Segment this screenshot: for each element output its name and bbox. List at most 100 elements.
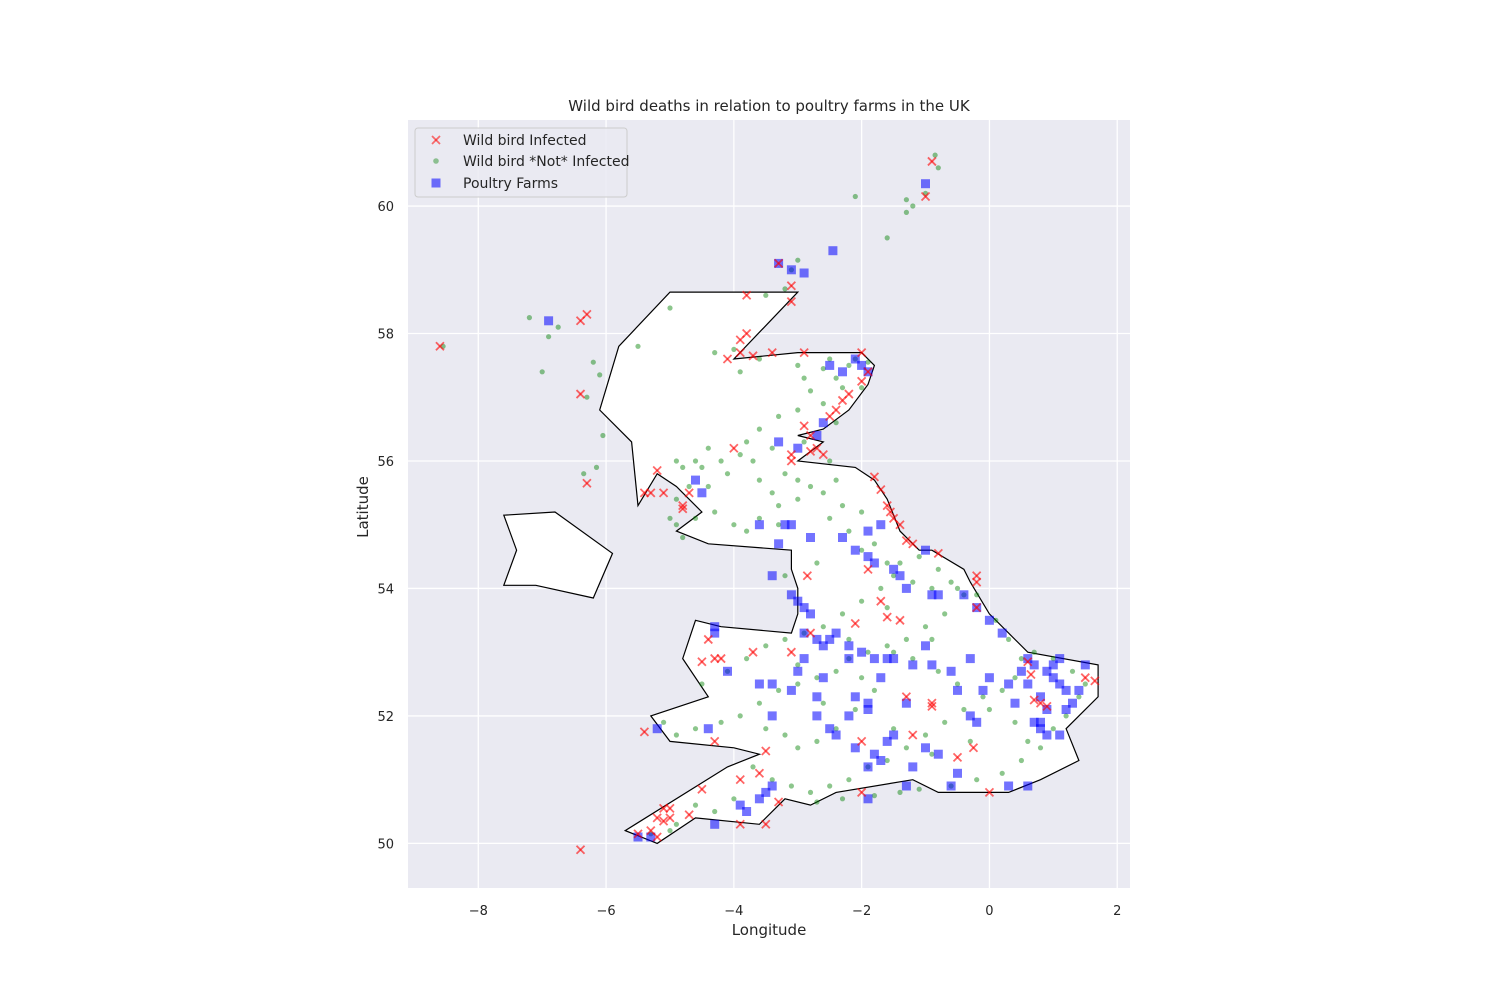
not-infected-point: [910, 203, 916, 209]
infected-point: [876, 596, 886, 606]
not-infected-point: [712, 350, 718, 356]
poultry-farm-point: [850, 354, 860, 364]
poultry-farm-point: [786, 590, 796, 600]
infected-point: [773, 797, 784, 807]
poultry-farm-point: [863, 526, 873, 536]
not-infected-point: [782, 636, 788, 643]
not-infected-point: [935, 165, 941, 171]
poultry-farm-point: [863, 552, 873, 562]
not-infected-point: [916, 554, 922, 560]
poultry-farm-point: [1036, 717, 1045, 727]
poultry-farm-point: [844, 641, 854, 651]
infected-point: [972, 602, 982, 613]
poultry-farm-point: [863, 762, 873, 772]
not-infected-point: [891, 649, 897, 655]
infected-point: [735, 347, 745, 358]
infected-point: [582, 478, 592, 488]
not-infected-point: [686, 483, 692, 490]
poultry-farm-point: [1016, 666, 1026, 676]
poultry-farm-point: [927, 590, 937, 600]
not-infected-point: [1012, 675, 1018, 681]
not-infected-point: [839, 503, 846, 509]
not-infected-point: [795, 681, 801, 687]
legend-marker-not-infected: [433, 158, 439, 164]
infected-point: [652, 813, 662, 823]
not-infected-point: [712, 509, 718, 515]
poultry-farm-point: [767, 679, 777, 689]
poultry-farm-point: [799, 654, 809, 664]
not-infected-point: [929, 585, 935, 592]
poultry-farm-point: [812, 692, 822, 702]
infected-point: [850, 618, 860, 629]
not-infected-point: [827, 356, 833, 362]
poultry-farm-point: [850, 545, 860, 555]
data-points: [435, 152, 1100, 855]
poultry-farm-point: [1068, 698, 1077, 708]
poultry-farm-point: [799, 603, 809, 613]
infected-point: [837, 395, 848, 406]
not-infected-point: [903, 197, 910, 203]
great-britain-outline: [599, 291, 1099, 845]
not-infected-point: [555, 324, 561, 330]
poultry-farm-point: [1036, 724, 1045, 734]
not-infected-point: [884, 560, 890, 566]
not-infected-point: [667, 305, 673, 311]
infected-point: [729, 443, 739, 453]
not-infected-point: [705, 483, 711, 490]
y-tick-label: 58: [377, 328, 394, 343]
poultry-farm-point: [1055, 730, 1065, 740]
poultry-farm-point: [965, 654, 975, 664]
not-infected-point: [600, 432, 606, 439]
not-infected-point: [884, 757, 890, 764]
poultry-farm-point: [959, 590, 969, 600]
poultry-farm-point: [895, 571, 905, 581]
infected-point: [952, 752, 963, 762]
not-infected-point: [1006, 636, 1012, 643]
not-infected-point: [782, 286, 788, 292]
poultry-farm-point: [882, 654, 892, 664]
poultry-farm-point: [806, 533, 815, 542]
not-infected-point: [807, 483, 814, 490]
not-infected-point: [916, 786, 922, 792]
not-infected-point: [820, 366, 826, 372]
not-infected-point: [782, 471, 788, 477]
poultry-farm-point: [1042, 730, 1052, 740]
infected-point: [786, 281, 796, 291]
not-infected-point: [999, 770, 1005, 776]
infected-point: [968, 743, 979, 753]
infected-point: [805, 446, 816, 457]
poultry-farm-point: [1023, 679, 1033, 689]
not-infected-point: [673, 821, 680, 827]
poultry-farm-point: [828, 246, 838, 256]
not-infected-point: [1076, 694, 1082, 700]
infected-point: [802, 571, 812, 581]
not-infected-point: [871, 793, 878, 799]
infected-point: [869, 472, 880, 482]
infected-point: [652, 832, 662, 842]
not-infected-point: [1063, 713, 1069, 719]
poultry-farm-point: [933, 590, 943, 600]
x-tick-label: 0: [985, 904, 993, 919]
poultry-farm-point: [1004, 781, 1014, 791]
not-infected-point: [807, 388, 814, 394]
not-infected-point: [769, 490, 775, 496]
poultry-farm-point: [1055, 654, 1065, 664]
not-infected-point: [737, 369, 743, 375]
not-infected-point: [846, 636, 852, 643]
not-infected-point: [974, 592, 980, 598]
poultry-farm-point: [767, 711, 777, 721]
y-tick-label: 56: [377, 455, 394, 470]
infected-point: [652, 465, 662, 476]
not-infected-point: [712, 808, 718, 815]
infected-point: [1090, 676, 1100, 686]
infected-point: [754, 768, 765, 778]
not-infected-point: [865, 359, 871, 365]
not-infected-point: [993, 617, 999, 623]
not-infected-point: [929, 751, 935, 757]
y-tick-label: 52: [377, 710, 394, 725]
infected-point: [972, 577, 982, 587]
not-infected-point: [737, 452, 743, 458]
not-infected-point: [699, 464, 705, 470]
infected-point: [927, 698, 937, 708]
